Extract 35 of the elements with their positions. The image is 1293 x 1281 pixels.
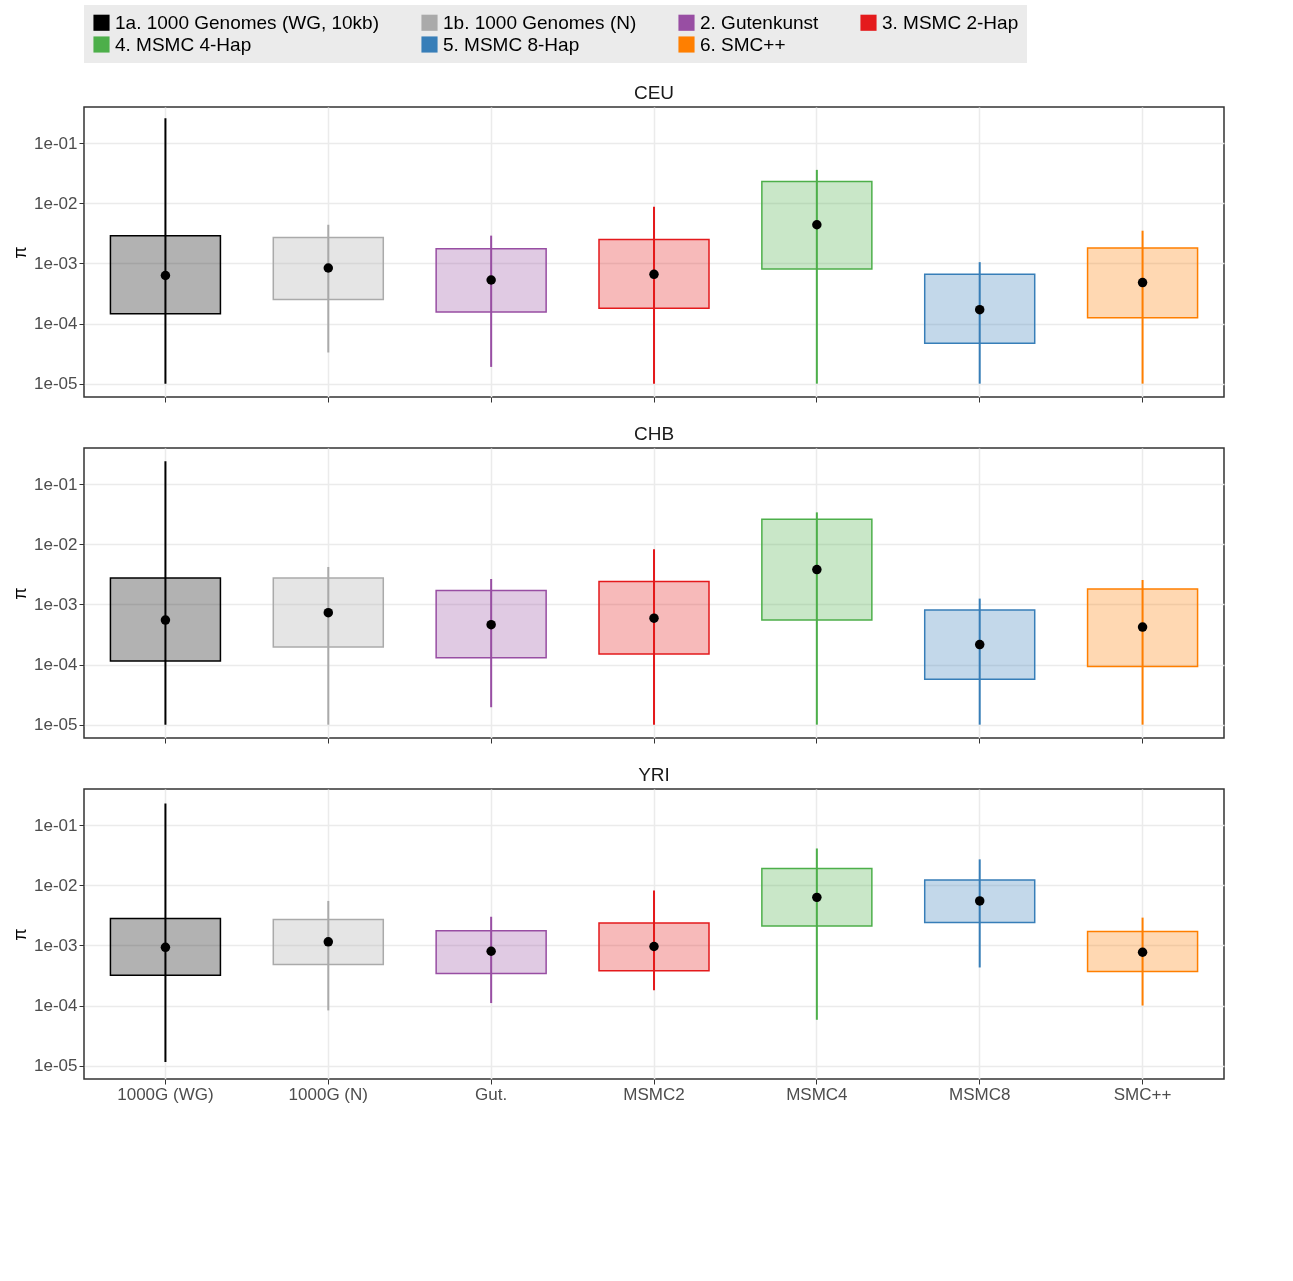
y-tick-label: 1e-05: [34, 715, 78, 735]
y-tick-label: 1e-01: [34, 474, 78, 494]
y-tick-label: 1e-04: [34, 996, 78, 1016]
y-tick-label: 1e-01: [34, 133, 78, 153]
y-tick-label: 1e-03: [34, 594, 78, 614]
legend-label: 1a. 1000 Genomes (WG, 10kb): [115, 11, 380, 33]
y-tick-label: 1e-02: [34, 534, 78, 554]
x-tick-label: 1000G (N): [288, 1084, 368, 1104]
legend-label: 3. MSMC 2-Hap: [882, 11, 1019, 33]
y-tick-label: 1e-02: [34, 193, 78, 213]
y-tick-label: 1e-03: [34, 935, 78, 955]
legend-label: 5. MSMC 8-Hap: [443, 33, 580, 55]
x-tick-label: SMC++: [1113, 1084, 1172, 1104]
y-tick-label: 1e-03: [34, 253, 78, 273]
y-tick-label: 1e-01: [34, 815, 78, 835]
chart-title: CEU: [633, 82, 675, 103]
y-tick-label: 1e-04: [34, 314, 78, 334]
chart-title: CHB: [633, 423, 675, 444]
y-tick-label: 1e-05: [34, 1056, 78, 1076]
x-tick-label: 1000G (WG): [117, 1084, 214, 1104]
y-axis-title: π: [10, 587, 31, 600]
y-axis-title: π: [10, 246, 31, 259]
y-axis-title: π: [10, 928, 31, 941]
legend-label: 4. MSMC 4-Hap: [115, 33, 252, 55]
x-tick-label: MSMC8: [949, 1084, 1011, 1104]
y-tick-label: 1e-04: [34, 655, 78, 675]
x-tick-label: MSMC4: [786, 1084, 848, 1104]
y-tick-label: 1e-05: [34, 374, 78, 394]
chart-title: YRI: [638, 764, 670, 785]
legend-label: 2. Gutenkunst: [700, 11, 820, 33]
x-tick-label: Gut.: [475, 1084, 508, 1104]
legend-label: 1b. 1000 Genomes (N): [443, 11, 637, 33]
x-tick-label: MSMC2: [623, 1084, 685, 1104]
y-tick-label: 1e-02: [34, 875, 78, 895]
legend-label: 6. SMC++: [700, 33, 786, 55]
